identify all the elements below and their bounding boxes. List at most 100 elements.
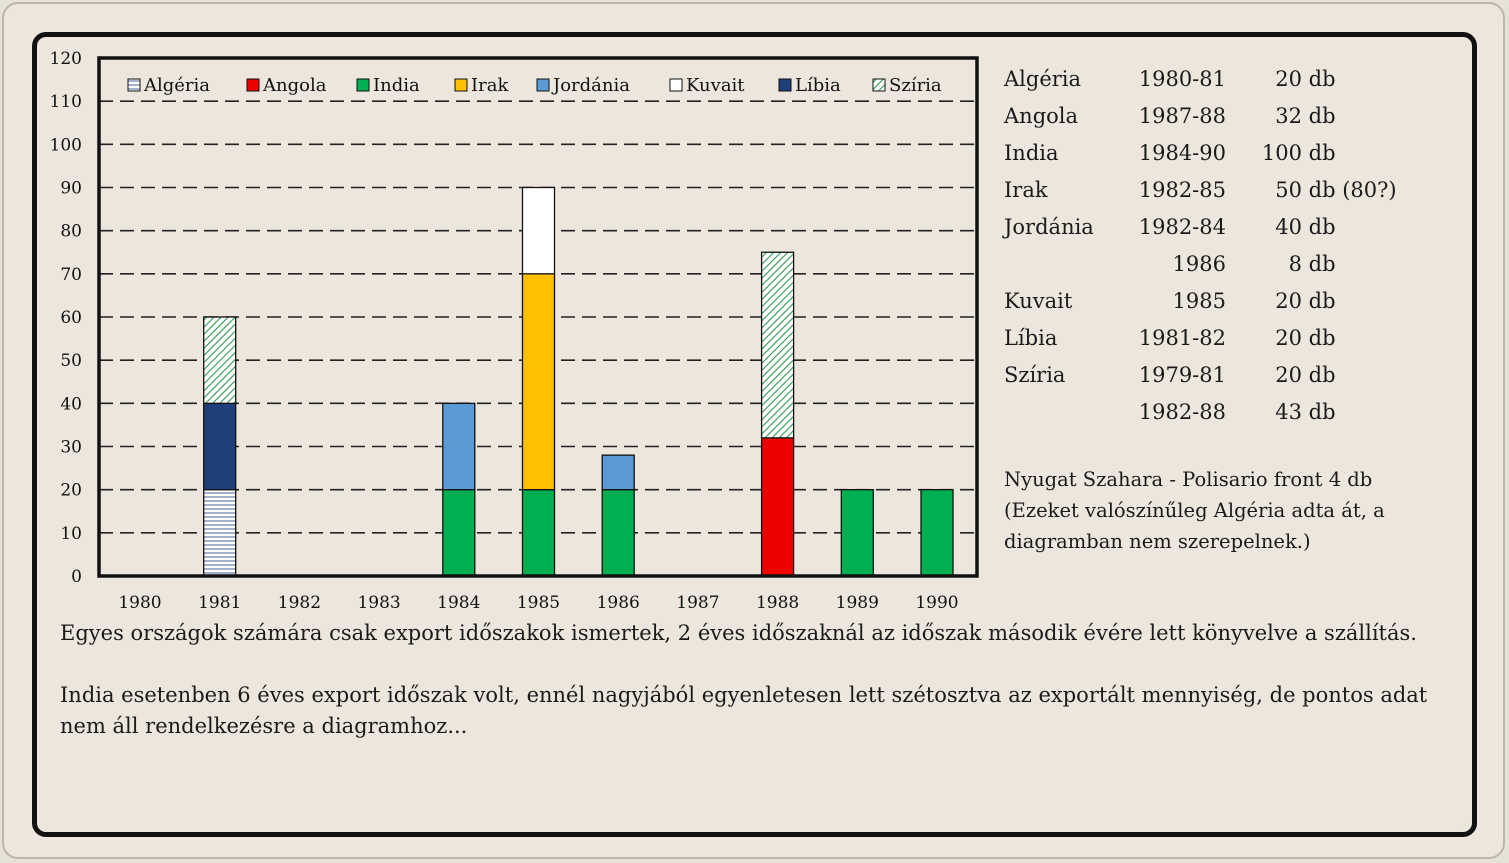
x-tick-label: 1980 [118, 593, 161, 613]
shipment-country: Algéria [1004, 66, 1082, 91]
legend-label: Kuvait [686, 75, 745, 96]
y-tick-label: 60 [60, 308, 82, 328]
x-tick-label: 1982 [278, 593, 321, 613]
y-axis-ticks: 0 10 20 30 40 50 60 70 80 90 100 110 120 [50, 49, 82, 587]
footnote: Egyes országok számára csak export idősz… [60, 618, 1460, 773]
shipment-qty-unit: db [1302, 288, 1336, 313]
y-tick-label: 30 [60, 438, 82, 458]
bar-1981-szíria [203, 316, 237, 404]
shipment-qty-number: 20 [1275, 288, 1302, 313]
shipment-quantity: 32 db [1244, 97, 1397, 134]
shipment-qty-unit: db (80?) [1302, 177, 1397, 202]
shipment-row: Líbia 1981-82 20 db [1004, 319, 1397, 356]
bar-1985-kuvait [521, 186, 556, 275]
shipment-qty-number: 100 [1261, 140, 1302, 165]
shipment-qty-number: 20 [1275, 362, 1302, 387]
footnote-paragraph-1: Egyes országok számára csak export idősz… [60, 621, 1417, 645]
legend-label: Jordánia [551, 75, 630, 96]
shipment-row: 1982-88 43 db [1004, 393, 1397, 430]
side-note-line1: Nyugat Szahara - Polisario front 4 db [1004, 468, 1373, 491]
shipment-row: Kuvait 1985 20 db [1004, 282, 1397, 319]
bar-1981-algéria [203, 489, 237, 577]
shipment-quantity: 20 db [1244, 282, 1397, 319]
shipment-country: Líbia [1004, 325, 1058, 350]
legend-label: Irak [471, 75, 509, 96]
y-tick-label: 100 [50, 135, 82, 155]
legend-item-líbia: Líbia [778, 75, 841, 96]
side-note-line2: (Ezeket valószínűleg Algéria adta át, a … [1004, 499, 1385, 553]
shipment-qty-number: 20 [1275, 325, 1302, 350]
shipment-period: 1979-81 [1138, 362, 1226, 387]
bar-1981-líbia [203, 402, 237, 491]
shipment-row: Szíria 1979-81 20 db [1004, 356, 1397, 393]
legend-item-angola: Angola [246, 75, 327, 96]
shipment-period: 1982-84 [1138, 214, 1226, 239]
legend-label: Angola [262, 75, 327, 96]
legend-swatch [127, 78, 141, 92]
bar-1985-india [521, 489, 556, 577]
shipment-quantity: 100 db [1244, 134, 1397, 171]
shipment-period: 1980-81 [1138, 66, 1226, 91]
shipment-period: 1986 [1172, 251, 1226, 276]
legend-swatch [356, 78, 370, 92]
x-tick-label: 1989 [836, 593, 879, 613]
legend-swatch [536, 78, 550, 92]
shipment-row: Jordánia 1982-84 40 db [1004, 208, 1397, 245]
shipment-quantity: 20 db [1244, 60, 1397, 97]
x-tick-label: 1986 [597, 593, 640, 613]
x-axis-ticks: 1980 1981 1982 1983 1984 1985 1986 1987 1988 1989… [118, 593, 958, 613]
shipment-row: Angola 1987-88 32 db [1004, 97, 1397, 134]
bar-1986-india [601, 489, 635, 577]
shipment-quantity: 20 db [1244, 319, 1397, 356]
shipment-country: Jordánia [1004, 214, 1094, 239]
legend-item-kuvait: Kuvait [669, 75, 745, 96]
legend: Algéria Angola India Irak Jordánia Kuvait Líbi… [127, 75, 942, 96]
legend-swatch [246, 78, 260, 92]
y-tick-label: 90 [60, 179, 82, 199]
shipment-quantity: 8 db [1244, 245, 1397, 282]
shipment-period: 1982-88 [1138, 399, 1226, 424]
shipment-country: Angola [1004, 103, 1079, 128]
x-tick-label: 1983 [357, 593, 400, 613]
legend-label: Líbia [795, 75, 841, 96]
plot-area-border [97, 56, 979, 578]
bar-1986-jordánia [601, 454, 635, 491]
legend-label: Algéria [143, 75, 210, 96]
shipment-qty-unit: db [1302, 362, 1336, 387]
x-tick-label: 1987 [676, 593, 719, 613]
shipment-country: India [1004, 140, 1059, 165]
bar-1985-irak [521, 273, 556, 491]
shipment-qty-number: 43 [1275, 399, 1302, 424]
shipment-qty-unit: db [1302, 214, 1336, 239]
legend-swatch [872, 78, 886, 92]
bar-1988-szíria [760, 251, 795, 439]
side-note: Nyugat Szahara - Polisario front 4 db (E… [1004, 464, 1474, 557]
shipment-quantity: 50 db (80?) [1244, 171, 1397, 208]
shipment-period: 1982-85 [1138, 177, 1226, 202]
legend-item-jordánia: Jordánia [536, 75, 630, 96]
shipment-qty-unit: db [1302, 140, 1336, 165]
x-tick-label: 1981 [198, 593, 241, 613]
shipment-country: Kuvait [1004, 288, 1073, 313]
footnote-paragraph-2: India esetenben 6 éves export időszak vo… [60, 683, 1428, 738]
y-tick-label: 70 [60, 265, 82, 285]
y-tick-label: 0 [71, 567, 82, 587]
shipment-qty-unit: db [1302, 103, 1336, 128]
shipment-period: 1984-90 [1138, 140, 1226, 165]
y-tick-label: 50 [60, 351, 82, 371]
shipment-quantity: 20 db [1244, 356, 1397, 393]
y-tick-label: 120 [50, 49, 82, 69]
x-tick-label: 1988 [756, 593, 799, 613]
shipment-qty-unit: db [1302, 325, 1336, 350]
legend-item-algéria: Algéria [127, 75, 210, 96]
x-tick-label: 1985 [517, 593, 560, 613]
shipment-row: 1986 8 db [1004, 245, 1397, 282]
shipment-period: 1981-82 [1138, 325, 1226, 350]
shipment-qty-number: 32 [1275, 103, 1302, 128]
shipment-quantity: 40 db [1244, 208, 1397, 245]
legend-item-irak: Irak [454, 75, 509, 96]
shipment-qty-number: 50 [1275, 177, 1302, 202]
legend-label: Szíria [889, 75, 942, 96]
y-tick-label: 40 [60, 394, 82, 414]
shipment-quantity: 43 db [1244, 393, 1397, 430]
